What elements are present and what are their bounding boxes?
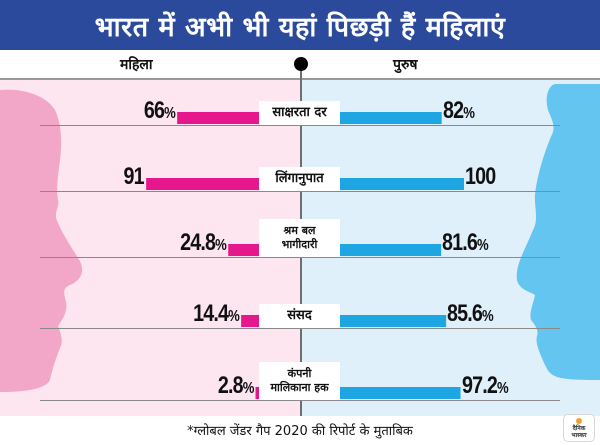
- women-value-number: 14.4: [193, 300, 229, 327]
- logo-line-1: दैनिक: [572, 425, 586, 432]
- men-value-label: 97.2%: [461, 372, 509, 400]
- men-value-label: 81.6%: [442, 229, 489, 257]
- woman-face-icon: [0, 89, 83, 392]
- row-divider: [40, 125, 560, 126]
- row-divider: [40, 400, 560, 401]
- category-label: श्रम बल भागीदारी: [259, 219, 340, 257]
- sun-icon: [576, 418, 582, 424]
- category-label: कंपनी मालिकाना हक: [259, 362, 340, 400]
- men-bar: [340, 178, 464, 190]
- man-face-icon: [516, 84, 600, 380]
- men-value-number: 85.6: [447, 300, 483, 327]
- row-divider: [40, 328, 560, 329]
- footnote: *ग्लोबल जेंडर गैप 2020 की रिपोर्ट के मुत…: [187, 424, 413, 439]
- category-label-line: श्रम बल: [283, 224, 316, 237]
- men-value-label: 82%: [442, 97, 475, 125]
- category-label-line: लिंगानुपात: [275, 171, 324, 186]
- chart-title: भारत में अभी भी यहां पिछड़ी हैं महिलाएं: [0, 0, 600, 50]
- men-value-unit: %: [477, 237, 489, 254]
- women-value-unit: %: [242, 380, 255, 397]
- women-value-number: 24.8: [180, 229, 216, 256]
- women-bar: [241, 315, 259, 327]
- category-label-line: भागीदारी: [281, 238, 318, 251]
- men-value-unit: %: [496, 380, 509, 397]
- women-value-label: 14.4%: [193, 300, 240, 328]
- brand-logo: दैनिक भास्कर: [563, 414, 595, 442]
- legend-men: पुरुष: [393, 57, 418, 73]
- men-value-number: 100: [465, 163, 496, 190]
- men-value-unit: %: [482, 308, 494, 325]
- category-label-line: संसद: [287, 308, 312, 323]
- center-dot-icon: [294, 57, 308, 71]
- men-bar: [340, 387, 461, 399]
- men-bar: [340, 112, 442, 124]
- women-value-label: 2.8%: [217, 372, 255, 400]
- men-value-number: 82: [442, 97, 464, 124]
- women-bar: [255, 387, 259, 399]
- women-bar: [146, 178, 259, 190]
- men-value-label: 85.6%: [447, 300, 494, 328]
- category-label-line: कंपनी: [287, 367, 312, 380]
- men-bar: [340, 315, 447, 327]
- women-value-label: 24.8%: [180, 229, 227, 257]
- women-value-number: 66: [144, 97, 165, 124]
- category-label-line: साक्षरता दर: [272, 105, 327, 120]
- legend-women: महिला: [120, 57, 153, 73]
- row-divider: [40, 191, 560, 192]
- category-label: साक्षरता दर: [259, 101, 340, 125]
- men-value-number: 81.6: [442, 229, 478, 256]
- men-bar: [340, 244, 442, 256]
- women-value-unit: %: [228, 308, 240, 325]
- women-value-unit: %: [215, 237, 227, 254]
- logo-line-2: भास्कर: [571, 432, 587, 439]
- men-value-number: 97.2: [461, 372, 498, 399]
- men-value-unit: %: [462, 105, 475, 122]
- women-bar: [228, 244, 259, 256]
- women-value-number: 2.8: [217, 372, 244, 399]
- women-value-number: 91: [123, 163, 145, 190]
- women-value-unit: %: [164, 105, 176, 122]
- category-label-line: मालिकाना हक: [270, 381, 329, 394]
- women-value-label: 66%: [144, 97, 176, 125]
- men-value-label: 100: [465, 163, 496, 191]
- women-value-label: 91: [123, 163, 145, 191]
- row-divider: [40, 257, 560, 258]
- category-label: संसद: [259, 304, 340, 328]
- category-label: लिंगानुपात: [259, 167, 340, 191]
- women-bar: [177, 112, 259, 124]
